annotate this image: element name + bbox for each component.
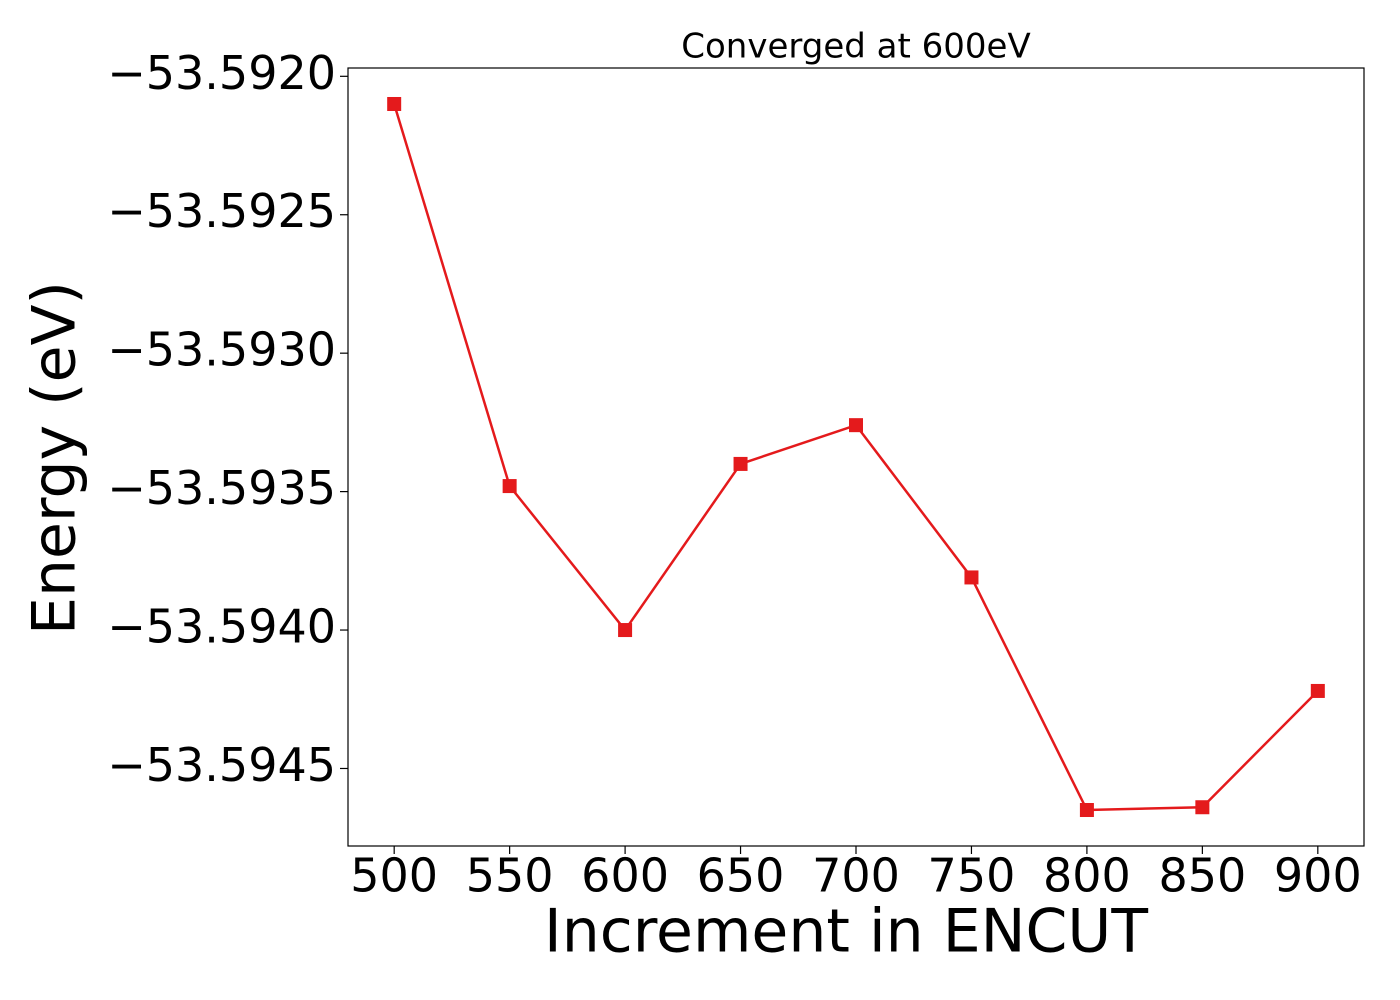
x-tick-label: 500 (350, 849, 438, 903)
y-tick-label: −53.5935 (107, 461, 336, 515)
y-tick-label: −53.5945 (107, 738, 336, 792)
marker (964, 570, 979, 585)
y-tick-label: −53.5940 (107, 600, 336, 654)
x-tick-label: 800 (1043, 849, 1131, 903)
x-tick-label: 850 (1158, 849, 1246, 903)
y-tick-label: −53.5925 (107, 184, 336, 238)
x-tick-label: 900 (1274, 849, 1362, 903)
marker (618, 623, 633, 638)
x-tick-label: 700 (812, 849, 900, 903)
y-tick-label: −53.5920 (107, 46, 336, 100)
marker (733, 456, 748, 471)
chart-title: Converged at 600eV (681, 27, 1030, 67)
marker (1079, 803, 1094, 818)
marker (1195, 800, 1210, 815)
y-tick-label: −53.5930 (107, 323, 336, 377)
x-tick-label: 600 (581, 849, 669, 903)
marker (502, 479, 517, 494)
marker (387, 96, 402, 111)
marker (1310, 683, 1325, 698)
y-axis-label: Energy (eV) (20, 281, 90, 635)
x-tick-label: 750 (928, 849, 1016, 903)
x-axis-label: Increment in ENCUT (544, 897, 1148, 967)
marker (849, 418, 863, 433)
x-tick-label: 650 (697, 849, 785, 903)
x-tick-label: 550 (466, 849, 554, 903)
